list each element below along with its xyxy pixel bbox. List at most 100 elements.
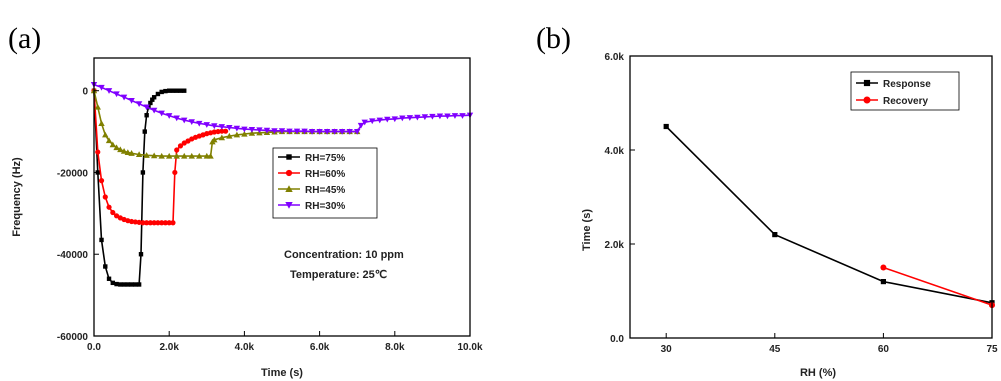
data-point — [436, 113, 444, 120]
data-point — [346, 129, 353, 135]
x-tick-label: 8.0k — [385, 342, 405, 353]
data-point — [451, 113, 459, 119]
x-tick-label: 10.0k — [457, 342, 482, 353]
data-point — [98, 84, 105, 91]
plot-frame-b — [629, 55, 993, 339]
data-point — [271, 128, 278, 134]
x-tick-label: 75 — [986, 344, 998, 355]
data-point — [150, 152, 158, 159]
data-point — [293, 128, 301, 135]
data-point — [391, 116, 398, 123]
y-tick-label: -40000 — [57, 250, 89, 261]
data-point — [128, 150, 135, 156]
x-tick-label: 4.0k — [235, 342, 255, 353]
x-axis-label-a: Time (s) — [261, 367, 303, 379]
data-point — [105, 88, 113, 94]
data-point — [226, 132, 233, 139]
data-point — [110, 280, 115, 286]
series-line — [883, 266, 993, 306]
data-point — [128, 97, 135, 104]
data-point — [155, 91, 161, 97]
data-point — [233, 131, 241, 138]
panel-label-a: (a) — [8, 22, 41, 55]
legend-marker — [285, 185, 293, 192]
data-point — [159, 89, 164, 95]
data-point — [163, 88, 168, 94]
data-point — [215, 128, 221, 135]
data-point — [138, 252, 144, 257]
x-tick-label: 60 — [878, 344, 890, 355]
data-point — [219, 128, 225, 134]
panel-label-b: (b) — [536, 22, 571, 55]
data-point — [135, 101, 143, 107]
data-point — [103, 264, 108, 269]
data-point — [196, 120, 203, 127]
data-point — [120, 94, 128, 101]
x-axis-label-b: RH (%) — [800, 367, 836, 379]
y-tick-label: -20000 — [57, 168, 89, 179]
data-point — [278, 128, 286, 134]
data-point — [429, 113, 436, 120]
data-point — [133, 282, 138, 287]
y-tick-label: 0 — [82, 87, 88, 98]
series-line — [93, 83, 471, 133]
data-point — [384, 116, 391, 123]
data-point — [102, 131, 109, 138]
data-point — [166, 152, 173, 159]
legend-marker — [285, 202, 293, 209]
data-point — [286, 128, 293, 135]
data-point — [144, 113, 149, 118]
x-tick-label: 30 — [661, 344, 673, 355]
data-point — [399, 115, 406, 122]
data-point — [140, 220, 146, 226]
data-point — [110, 209, 116, 216]
axes-a: 0.0 2.0k 4.0k 6.0k 8.0k 10.0k 0 -20000 -40000 -60… — [57, 87, 483, 353]
data-point — [94, 103, 101, 110]
y-axis-label-b: Time (s) — [581, 209, 593, 251]
series-group-b — [663, 123, 995, 309]
legend-label: Response — [883, 79, 931, 90]
data-point — [181, 152, 188, 159]
series-line — [665, 125, 993, 304]
data-point — [223, 128, 229, 134]
data-point — [166, 220, 172, 226]
data-point — [106, 204, 112, 210]
data-point — [136, 282, 142, 287]
data-point — [444, 113, 451, 120]
data-point — [459, 113, 466, 119]
data-point — [98, 178, 105, 184]
data-point — [663, 123, 669, 130]
data-point — [376, 117, 383, 124]
data-point — [113, 91, 120, 98]
series-response — [663, 123, 995, 306]
y-tick-label: 2.0k — [605, 240, 625, 251]
data-point — [182, 88, 187, 93]
data-point — [188, 152, 195, 159]
x-tick-label: 2.0k — [159, 342, 179, 353]
data-point — [106, 276, 112, 281]
data-point — [144, 220, 150, 226]
legend-a: RH=75% RH=60% RH=45% RH=30% — [272, 147, 378, 219]
y-tick-label: 4.0k — [605, 146, 625, 157]
data-point — [143, 152, 150, 158]
data-point — [218, 134, 226, 141]
legend-box-b — [850, 71, 960, 111]
data-point — [159, 220, 165, 226]
data-point — [181, 117, 188, 124]
data-point — [203, 122, 210, 128]
data-point — [211, 136, 218, 143]
data-point — [120, 148, 128, 154]
data-point — [118, 282, 123, 287]
data-point — [248, 126, 256, 133]
data-point — [151, 95, 157, 100]
data-point — [414, 114, 421, 121]
data-point — [109, 141, 116, 148]
data-point — [162, 220, 169, 226]
x-tick-label: 45 — [769, 344, 781, 355]
data-point — [421, 114, 429, 121]
data-point — [150, 107, 158, 114]
data-point — [211, 123, 218, 130]
x-tick-label: 6.0k — [310, 342, 330, 353]
data-point — [316, 129, 323, 135]
